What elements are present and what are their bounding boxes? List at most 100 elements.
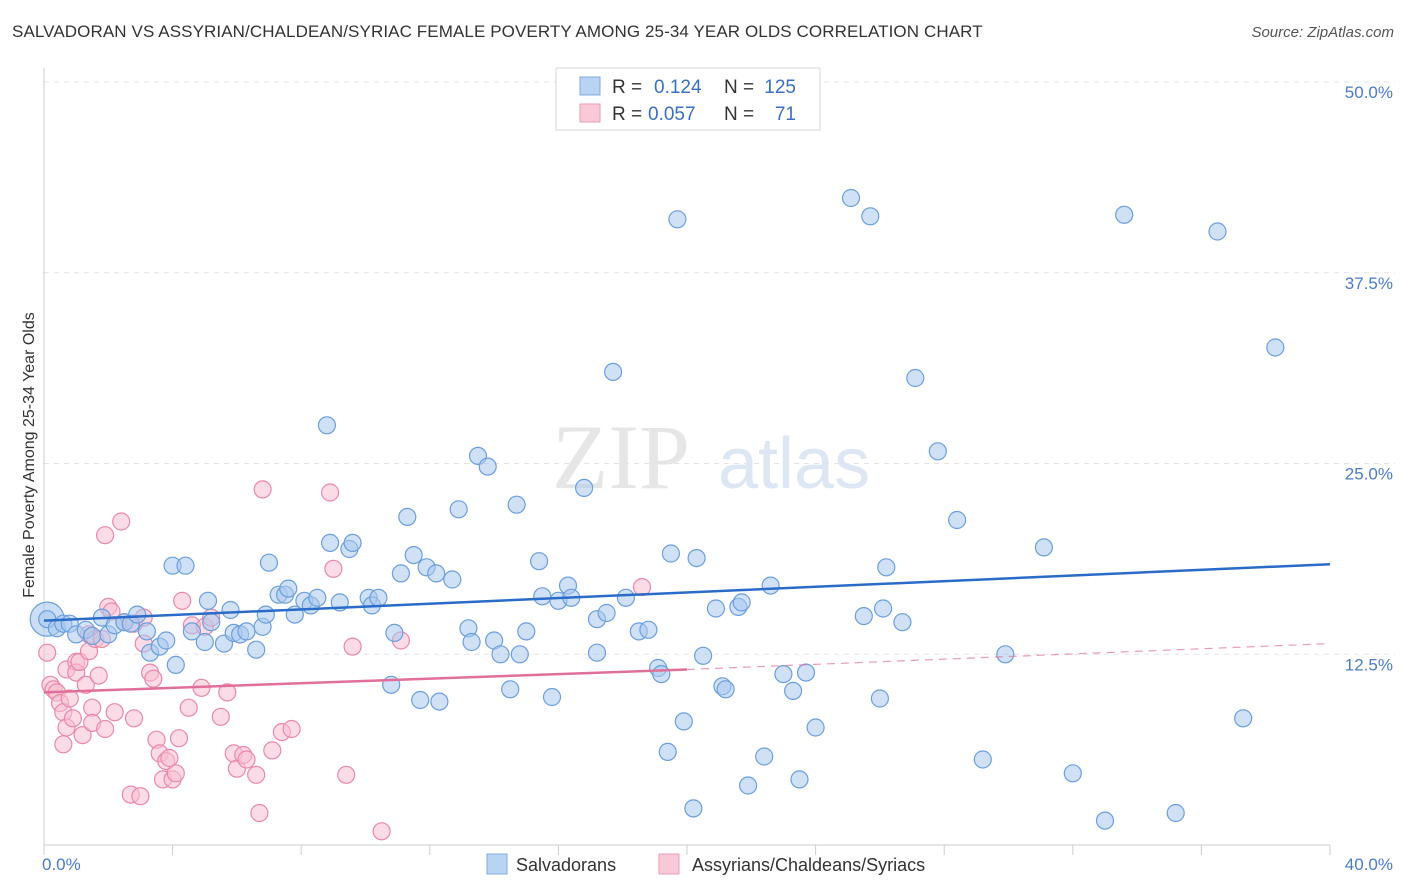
salvadoran-point-110 <box>877 558 896 577</box>
salvadoran-point-32 <box>259 553 279 572</box>
salvadoran-point-58 <box>449 500 468 519</box>
assyrian-point-28 <box>112 512 131 531</box>
salvadoran-point-88 <box>674 712 693 731</box>
salvadoran-point-65 <box>501 680 520 699</box>
y-axis-label: Female Poverty Among 25-34 Year Olds <box>21 312 38 598</box>
salvadoran-point-68 <box>517 622 536 641</box>
legend-swatch-blue <box>579 76 601 96</box>
salvadoran-point-55 <box>427 564 446 583</box>
chart-title: SALVADORAN VS ASSYRIAN/CHALDEAN/SYRIAC F… <box>12 22 983 41</box>
watermark: ZIP atlas <box>552 406 870 508</box>
assyrian-point-60 <box>253 480 272 499</box>
salvadoran-point-91 <box>693 646 713 665</box>
salvadoran-point-35 <box>279 579 298 598</box>
salvadoran-point-94 <box>716 680 735 699</box>
salvadoran-point-102 <box>790 770 809 789</box>
assyrian-point-47 <box>179 698 198 717</box>
legend-swatch-pink <box>579 103 601 123</box>
salvadoran-point-87 <box>668 210 687 229</box>
y-tick-label-1: 25.0% <box>1345 465 1393 484</box>
trend-line-assyrians <box>43 668 688 694</box>
legend-n-label-1: N = <box>724 77 754 98</box>
assyrian-point-42 <box>160 748 179 768</box>
assyrian-point-63 <box>282 719 301 739</box>
salvadoran-point-79 <box>603 362 623 381</box>
assyrian-point-46 <box>173 591 192 610</box>
salvadoran-point-82 <box>639 620 658 639</box>
assyrian-point-65 <box>324 559 343 578</box>
assyrian-point-33 <box>131 787 150 806</box>
salvadoran-point-22 <box>198 591 218 610</box>
assyrian-point-59 <box>250 803 269 823</box>
salvadoran-point-109 <box>873 599 893 618</box>
salvadoran-point-103 <box>796 663 816 682</box>
salvadoran-point-84 <box>652 664 671 684</box>
legend-bottom-label-assyrians: Assyrians/Chaldeans/Syriacs <box>692 855 925 875</box>
assyrian-point-37 <box>144 669 163 688</box>
salvadoran-point-62 <box>478 457 497 476</box>
salvadoran-point-99 <box>761 576 780 595</box>
salvadoran-point-41 <box>321 533 340 553</box>
legend-bottom: Salvadorans Assyrians/Chaldeans/Syriacs <box>486 853 925 875</box>
salvadoran-point-6 <box>83 626 102 646</box>
assyrian-point-61 <box>263 741 282 760</box>
salvadoran-point-112 <box>906 368 925 388</box>
salvadoran-point-121 <box>1166 803 1185 823</box>
assyrian-point-45 <box>169 729 189 748</box>
salvadoran-point-113 <box>928 442 947 461</box>
salvadoran-point-16 <box>157 631 176 650</box>
assyrian-point-68 <box>372 822 391 841</box>
salvadoran-point-98 <box>755 747 774 766</box>
salvadoran-point-28 <box>237 622 256 641</box>
assyrian-point-58 <box>247 765 266 784</box>
salvadoran-point-100 <box>774 664 793 684</box>
series-salvadoran-points <box>29 188 1285 830</box>
assyrian-point-32 <box>124 709 144 728</box>
assyrian-point-57 <box>237 750 256 769</box>
salvadoran-point-23 <box>202 613 221 632</box>
watermark-atlas: atlas <box>718 424 870 504</box>
salvadoran-point-49 <box>385 623 404 643</box>
salvadoran-point-39 <box>308 588 327 607</box>
assyrian-point-53 <box>218 683 237 702</box>
salvadoran-point-60 <box>462 632 481 652</box>
watermark-zip: ZIP <box>552 406 690 508</box>
salvadoran-point-66 <box>507 495 526 514</box>
x-tick-label-0: 0.0% <box>42 855 81 874</box>
salvadoran-point-19 <box>176 556 195 575</box>
assyrian-point-21 <box>89 666 108 685</box>
assyrian-point-44 <box>166 764 185 783</box>
assyrian-point-0 <box>38 643 57 662</box>
salvadoran-point-29 <box>247 640 266 659</box>
legend-bottom-swatch-pink <box>658 853 680 875</box>
salvadoran-point-123 <box>1234 709 1253 728</box>
y-tick-labels: 12.5% 25.0% 37.5% 50.0% <box>1345 83 1393 674</box>
trend-line-salvadorans <box>43 562 1331 622</box>
salvadoran-point-116 <box>996 645 1015 664</box>
legend-top: R = 0.124 N = 125 R = 0.057 N = 71 <box>555 67 821 131</box>
salvadoran-point-117 <box>1034 538 1054 557</box>
legend-n-value-1: 125 <box>764 77 796 98</box>
trend-line-assyrians-extension <box>686 642 1331 671</box>
salvadoran-point-20 <box>182 622 201 641</box>
x-tick-label-1: 40.0% <box>1345 855 1393 874</box>
legend-bottom-label-salvadorans: Salvadorans <box>516 855 616 875</box>
salvadoran-point-106 <box>854 606 873 626</box>
salvadoran-point-86 <box>661 544 681 563</box>
salvadoran-point-56 <box>430 692 449 711</box>
salvadoran-point-89 <box>684 799 703 818</box>
assyrian-point-9 <box>60 689 79 708</box>
salvadoran-point-85 <box>658 742 677 762</box>
salvadoran-point-70 <box>533 587 552 606</box>
salvadoran-point-114 <box>947 510 967 530</box>
legend-r-label-2: R = <box>612 104 642 125</box>
legend-r-value-2: 0.057 <box>648 104 696 125</box>
salvadoran-point-69 <box>529 552 549 571</box>
legend-n-label-2: N = <box>724 104 754 125</box>
assyrian-point-52 <box>211 707 230 726</box>
salvadoran-point-12 <box>128 605 147 624</box>
assyrian-point-67 <box>343 637 362 656</box>
salvadoran-point-77 <box>587 643 607 662</box>
salvadoran-point-119 <box>1095 811 1115 830</box>
